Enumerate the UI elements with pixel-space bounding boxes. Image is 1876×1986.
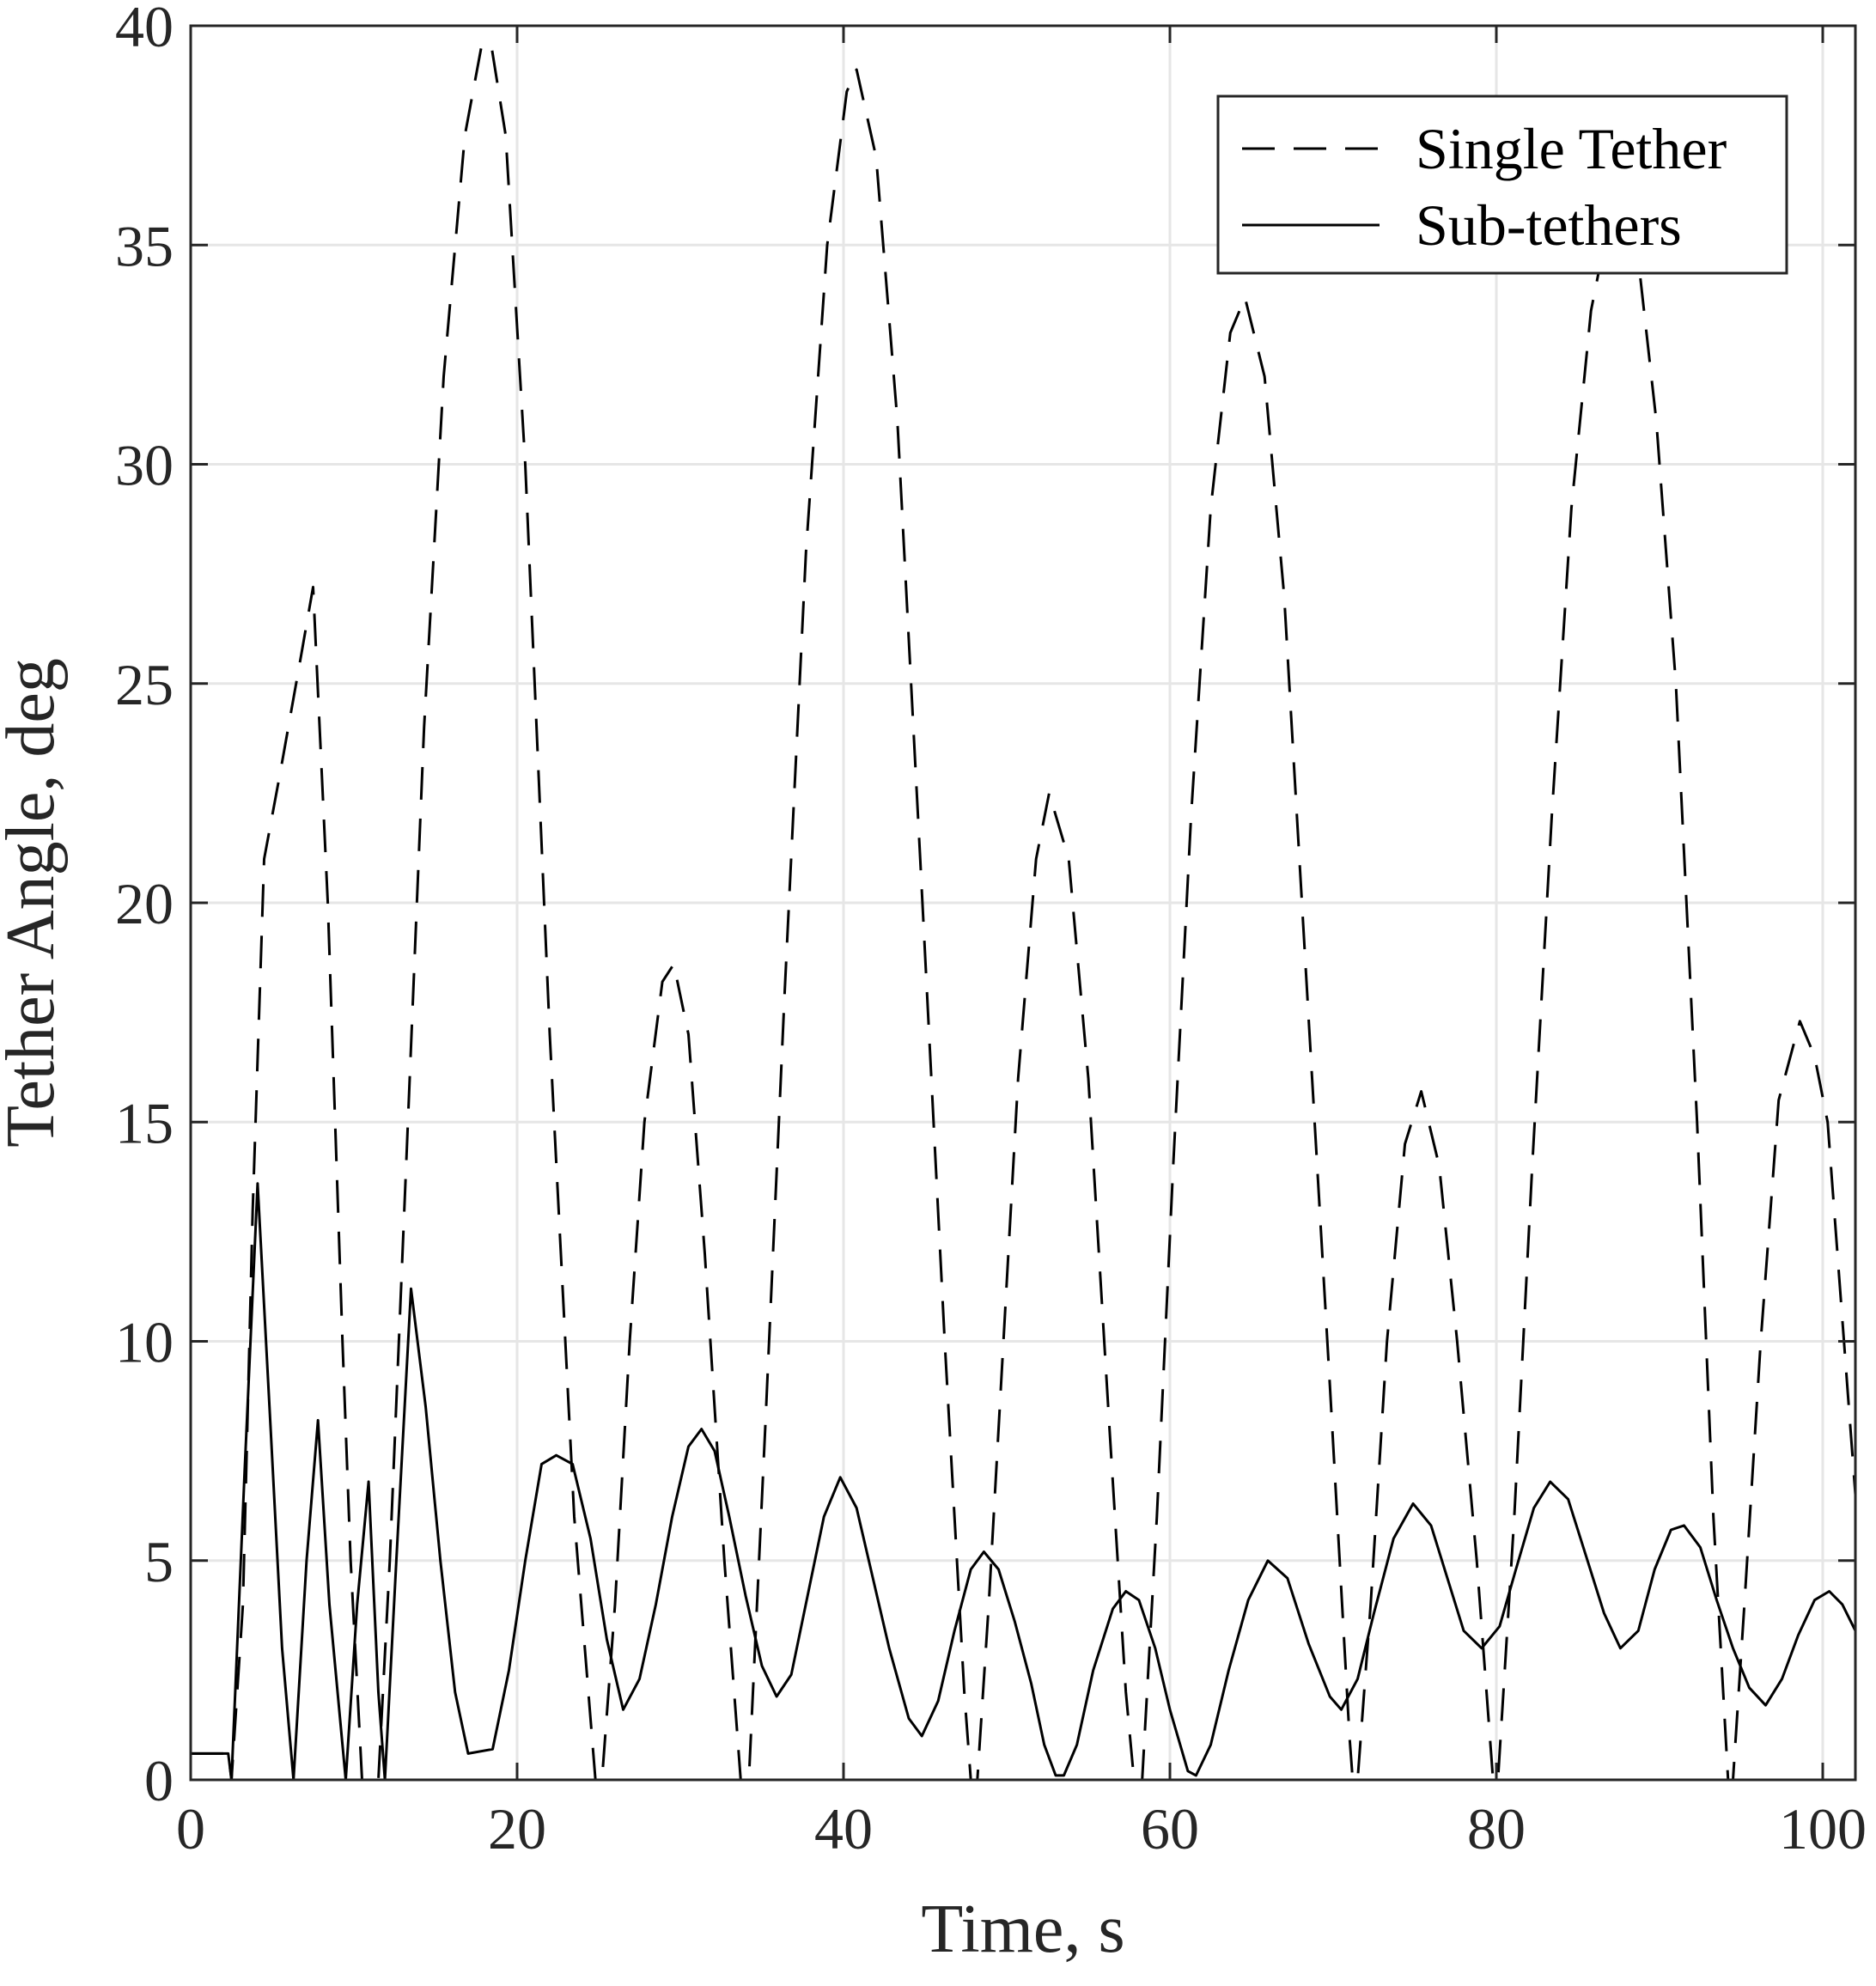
x-tick-label: 100 xyxy=(1779,1796,1867,1861)
x-tick-label: 40 xyxy=(814,1796,873,1861)
y-tick-label: 30 xyxy=(115,433,174,498)
x-tick-label: 80 xyxy=(1467,1796,1526,1861)
series-line-single-tether xyxy=(191,41,1857,1782)
x-tick-label: 0 xyxy=(176,1796,205,1861)
y-tick-label: 25 xyxy=(115,652,174,717)
legend-box xyxy=(1216,94,1788,275)
series-lines xyxy=(191,41,1857,1782)
axis-ticks: 0 20 40 60 80 100 0 5 10 15 20 25 30 35 40 xyxy=(115,0,1867,1861)
legend: Single Tether Sub-tethers xyxy=(1216,94,1788,275)
legend-label-sub-tethers: Sub-tethers xyxy=(1416,192,1682,258)
y-tick-label: 40 xyxy=(115,0,174,59)
y-tick-label: 0 xyxy=(144,1748,174,1813)
series-line-sub-tethers xyxy=(191,1182,1857,1782)
y-tick-label: 5 xyxy=(144,1529,174,1594)
y-tick-label: 20 xyxy=(115,871,174,936)
y-axis-label: Tether Angle, deg xyxy=(0,658,69,1148)
y-tick-label: 35 xyxy=(115,213,174,278)
x-tick-label: 60 xyxy=(1141,1796,1199,1861)
legend-label-single-tether: Single Tether xyxy=(1416,116,1727,181)
y-tick-label: 10 xyxy=(115,1310,174,1375)
x-axis-label: Time, s xyxy=(921,1892,1124,1967)
y-tick-label: 15 xyxy=(115,1090,174,1155)
x-tick-label: 20 xyxy=(488,1796,546,1861)
